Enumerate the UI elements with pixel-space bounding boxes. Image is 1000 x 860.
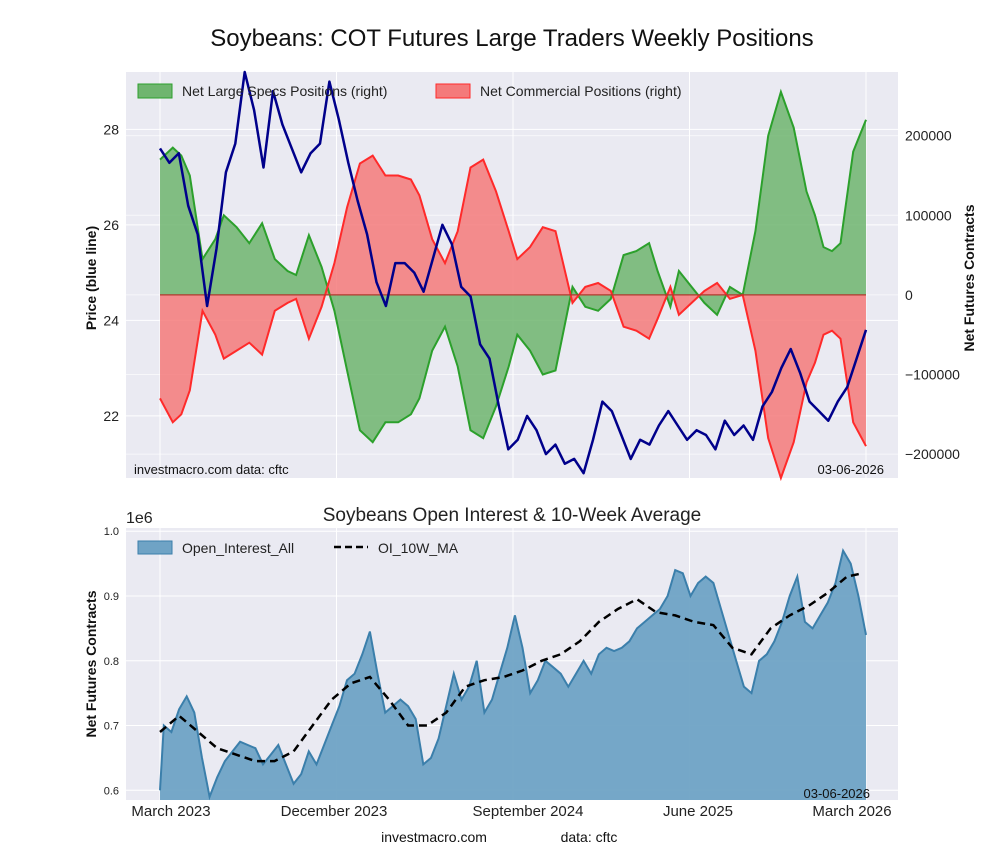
- x-tick-label-4: March 2026: [812, 803, 891, 820]
- price-tick-26: 26: [103, 217, 119, 233]
- positions-areas: [159, 88, 867, 482]
- positions-ticks: 22 24 26 28 −200000 −100000 0 100000 200000: [103, 121, 960, 462]
- price-tick-28: 28: [103, 121, 119, 137]
- oi-tick-3: 0.9: [104, 591, 119, 603]
- open-interest-area: [160, 550, 866, 800]
- price-line: [158, 70, 868, 475]
- open-interest-date-note: 03-06-2026: [804, 786, 871, 801]
- commercials-line: [159, 154, 867, 482]
- open-interest-ticks: 0.6 0.7 0.8 0.9 1.0 March 2023 December 2023 Se…: [104, 526, 892, 820]
- legend-label-open-interest: Open_Interest_All: [182, 540, 294, 556]
- figure-title: Soybeans: COT Futures Large Traders Week…: [210, 25, 813, 52]
- footer-data-credit: data: cftc: [561, 829, 618, 845]
- open-interest-title: Soybeans Open Interest & 10-Week Average: [323, 505, 701, 526]
- positions-source-note: investmacro.com data: cftc: [134, 462, 289, 477]
- x-tick-label-2: September 2024: [473, 803, 584, 820]
- legend-swatch-commercials: [435, 83, 471, 99]
- net-contracts-axis-label: Net Futures Contracts: [961, 204, 977, 351]
- oi-tick-4: 1.0: [104, 526, 119, 538]
- x-tick-label-3: June 2025: [663, 803, 733, 820]
- net-contracts-tick-0: −200000: [905, 446, 960, 462]
- oi-tick-1: 0.7: [104, 721, 119, 733]
- net-contracts-tick-1: −100000: [905, 367, 960, 383]
- legend-swatch-open-interest: [137, 540, 173, 555]
- open-interest-line: [159, 548, 867, 801]
- legend-swatch-specs: [137, 83, 173, 99]
- net-contracts-tick-3: 100000: [905, 207, 952, 223]
- specs-line: [159, 88, 867, 444]
- legend-label-specs: Net Large Specs Positions (right): [182, 83, 387, 99]
- legend-label-ma: OI_10W_MA: [378, 540, 459, 556]
- price-axis-label: Price (blue line): [83, 226, 99, 330]
- x-tick-label-0: March 2023: [131, 803, 210, 820]
- x-tick-label-1: December 2023: [281, 803, 388, 820]
- footer-site-credit: investmacro.com: [381, 829, 487, 845]
- price-line-layer: [158, 70, 868, 475]
- open-interest-area-layer: [159, 548, 867, 801]
- net-contracts-tick-2: 0: [905, 287, 913, 303]
- net-contracts-tick-4: 200000: [905, 128, 952, 144]
- oi-tick-0: 0.6: [104, 785, 119, 797]
- price-tick-24: 24: [103, 312, 119, 328]
- price-tick-22: 22: [103, 408, 119, 424]
- legend-label-commercials: Net Commercial Positions (right): [480, 83, 682, 99]
- positions-panel: 22 24 26 28 −200000 −100000 0 100000 200000 Net …: [83, 70, 977, 482]
- positions-legend: Net Large Specs Positions (right) Net Co…: [137, 83, 682, 99]
- open-interest-offset-text: 1e6: [126, 510, 153, 527]
- open-interest-panel: Soybeans Open Interest & 10-Week Average…: [83, 505, 898, 820]
- oi-tick-2: 0.8: [104, 656, 119, 668]
- open-interest-axis-label: Net Futures Contracts: [83, 590, 99, 737]
- open-interest-legend: Open_Interest_All OI_10W_MA: [137, 540, 459, 556]
- positions-date-note: 03-06-2026: [818, 462, 885, 477]
- specs-area: [160, 91, 866, 443]
